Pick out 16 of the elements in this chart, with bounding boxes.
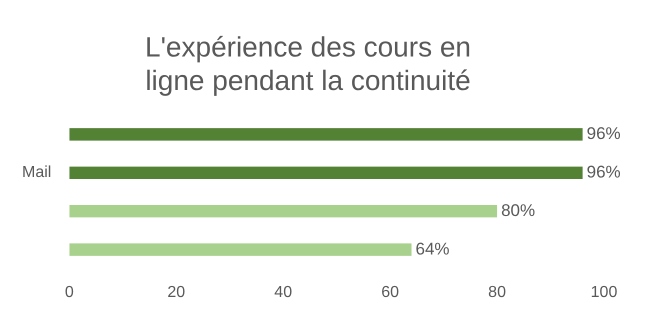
bar (69, 166, 583, 180)
chart-title: L'expérience des cours en ligne pendant la continuité (145, 32, 471, 96)
x-tick-label: 20 (167, 284, 186, 301)
y-tick-label: Mail (22, 164, 52, 182)
x-tick-label: 0 (64, 284, 74, 301)
data-label: 96% (586, 162, 621, 182)
bar (69, 204, 498, 218)
data-label: 96% (586, 124, 621, 144)
x-tick-label: 60 (381, 284, 400, 301)
data-label: 80% (501, 200, 536, 220)
x-tick-label: 80 (488, 284, 506, 301)
x-tick-label: 40 (274, 284, 292, 301)
data-label: 64% (416, 239, 450, 258)
bar (69, 128, 583, 141)
bar (69, 243, 412, 256)
x-tick-label: 100 (590, 284, 618, 301)
